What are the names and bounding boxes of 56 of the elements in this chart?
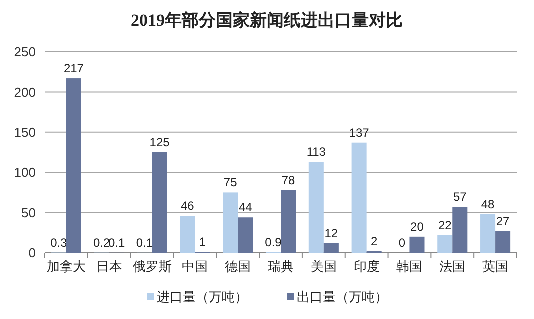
data-label: 0.2 (94, 236, 111, 250)
y-tick-label: 200 (14, 84, 36, 100)
x-tick-label: 美国 (310, 259, 337, 274)
data-label: 125 (150, 136, 170, 150)
chart-title: 2019年部分国家新闻纸进出口量对比 (131, 11, 403, 30)
bar (180, 216, 196, 253)
bar (223, 192, 238, 253)
data-label: 75 (224, 176, 238, 190)
bar (410, 236, 425, 253)
data-label: 0 (398, 236, 406, 250)
bar (324, 243, 339, 253)
data-label: 0.3 (50, 236, 68, 250)
data-label: 137 (349, 126, 370, 140)
data-label: 0.1 (136, 236, 154, 250)
bar (496, 231, 511, 253)
data-label: 0.1 (108, 236, 126, 250)
x-tick-label: 德国 (225, 259, 252, 274)
x-tick-label: 印度 (354, 259, 380, 274)
data-label: 57 (453, 190, 468, 204)
data-label: 1 (199, 235, 206, 250)
data-label: 48 (481, 197, 496, 212)
y-tick-label: 150 (14, 124, 36, 140)
data-label: 2 (370, 234, 378, 248)
data-label: 44 (238, 200, 253, 215)
data-label: 46 (180, 199, 195, 214)
bar (480, 214, 496, 253)
x-tick-label: 加拿大 (46, 259, 86, 274)
legend-label: 进口量（万吨） (157, 290, 248, 305)
data-label: 78 (282, 173, 296, 188)
x-tick-label: 瑞典 (268, 259, 294, 274)
bar (438, 235, 453, 253)
x-tick-label: 俄罗斯 (132, 259, 172, 274)
x-tick-label: 中国 (182, 259, 208, 274)
data-label: 20 (410, 220, 424, 234)
x-tick-label: 法国 (440, 259, 466, 274)
data-label: 12 (324, 226, 338, 240)
bar (66, 78, 82, 253)
bar (281, 190, 296, 253)
data-label: 0.9 (265, 235, 282, 250)
bar (352, 142, 367, 253)
x-tick-label: 韩国 (396, 259, 423, 274)
y-tick-label: 100 (14, 165, 36, 180)
data-label: 217 (64, 62, 84, 76)
legend-label: 出口量（万吨） (297, 290, 388, 305)
data-label: 113 (306, 145, 326, 160)
data-label: 27 (496, 214, 510, 228)
y-tick-label: 0 (28, 246, 36, 261)
y-tick-label: 250 (14, 44, 36, 60)
bar (152, 152, 168, 253)
bar (238, 218, 254, 253)
data-label: 22 (438, 218, 452, 232)
x-tick-label: 日本 (96, 259, 122, 274)
bar (308, 162, 324, 253)
x-tick-label: 英国 (482, 259, 509, 274)
y-tick-label: 50 (22, 205, 36, 220)
bar (452, 207, 468, 253)
